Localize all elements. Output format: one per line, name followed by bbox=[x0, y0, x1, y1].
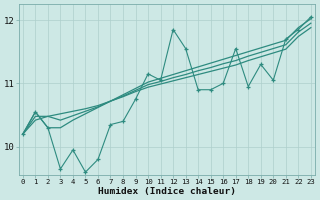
X-axis label: Humidex (Indice chaleur): Humidex (Indice chaleur) bbox=[98, 187, 236, 196]
